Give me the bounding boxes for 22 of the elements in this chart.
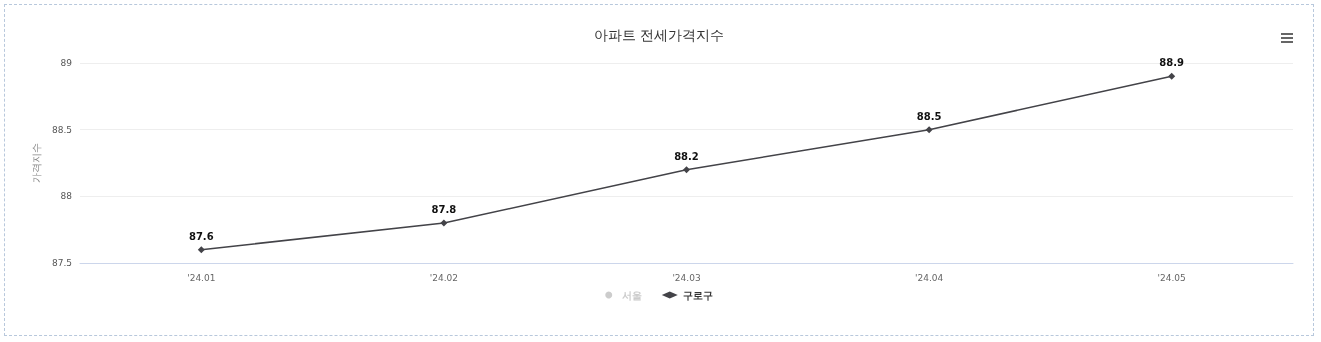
x-tick-label: '24.05 [1157,272,1186,283]
point [197,246,205,254]
legend-label: 구로구 [682,289,713,301]
x-tick-label: '24.03 [672,272,701,283]
data-label: 88.2 [674,150,699,162]
point [925,126,933,134]
y-tick-label: 88.5 [51,124,72,135]
y-tick-label: 88 [60,191,73,202]
data-label: 88.5 [916,110,942,122]
data-label: 87.8 [431,204,457,215]
data-label: 88.9 [1159,57,1185,69]
point [683,166,690,174]
y-tick-label: 87.5 [51,258,72,268]
point [1168,72,1176,80]
data-label: 87.6 [188,230,214,242]
y-axis-title: 가격지수 [30,143,42,183]
x-tick-label: '24.04 [914,272,944,283]
x-tick-label: '24.01 [187,272,216,283]
chart-title: 아파트 전세가격지수 [593,27,725,43]
x-tick-label: '24.02 [429,272,459,283]
point [440,219,448,227]
y-tick-label: 89 [60,58,73,68]
